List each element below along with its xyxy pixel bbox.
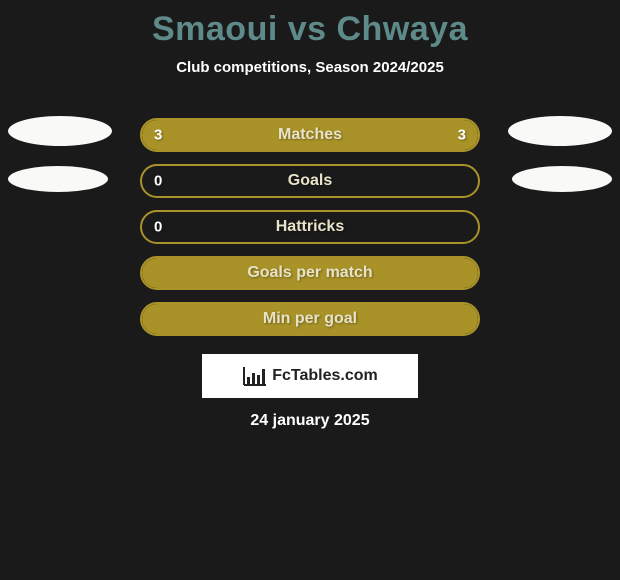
stat-bar: 33Matches [140,118,480,152]
player-ellipse-left [8,166,108,192]
stat-value-left: 0 [154,219,162,236]
bar-fill [142,120,478,150]
logo-text: FcTables.com [272,367,378,385]
stat-value-right: 3 [458,127,466,144]
stat-bar: 0Hattricks [140,210,480,244]
comparison-infographic: Smaoui vs Chwaya Club competitions, Seas… [0,0,620,580]
stat-row: 33Matches [0,118,620,152]
source-logo: FcTables.com [202,354,418,398]
stat-row: 0Hattricks [0,210,620,244]
bar-fill [142,258,478,288]
stat-value-left: 3 [154,127,162,144]
stat-bar: 0Goals [140,164,480,198]
stat-row: 0Goals [0,164,620,198]
player-ellipse-left [8,116,112,146]
bar-chart-icon [242,365,268,387]
bar-fill [142,304,478,334]
stat-row: Min per goal [0,302,620,336]
stat-bar: Min per goal [140,302,480,336]
stats-rows: 33Matches0Goals0HattricksGoals per match… [0,118,620,336]
player-ellipse-right [512,166,612,192]
stat-value-left: 0 [154,173,162,190]
page-title: Smaoui vs Chwaya [0,10,620,49]
page-subtitle: Club competitions, Season 2024/2025 [0,59,620,76]
stat-bar: Goals per match [140,256,480,290]
snapshot-date: 24 january 2025 [0,412,620,430]
player-ellipse-right [508,116,612,146]
stat-label: Hattricks [142,218,478,236]
stat-label: Goals [142,172,478,190]
stat-row: Goals per match [0,256,620,290]
